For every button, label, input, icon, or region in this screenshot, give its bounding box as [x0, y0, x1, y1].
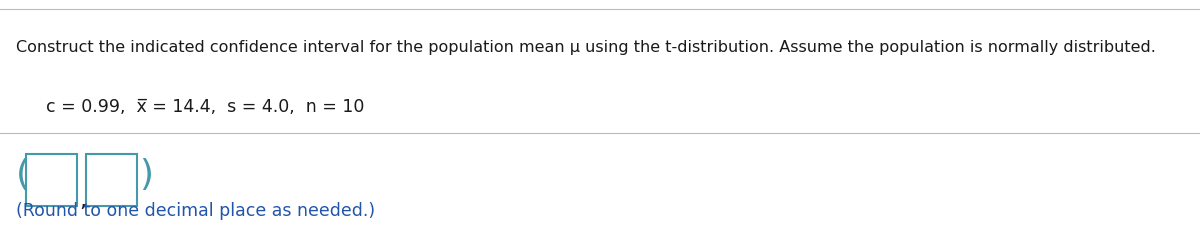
Text: ): ): [139, 158, 154, 192]
FancyBboxPatch shape: [26, 154, 77, 206]
Text: c = 0.99,  x̅ = 14.4,  s = 4.0,  n = 10: c = 0.99, x̅ = 14.4, s = 4.0, n = 10: [46, 98, 364, 116]
Text: Construct the indicated confidence interval for the population mean μ using the : Construct the indicated confidence inter…: [16, 40, 1156, 55]
Text: (: (: [16, 158, 30, 192]
Text: (Round to one decimal place as needed.): (Round to one decimal place as needed.): [16, 202, 374, 220]
FancyBboxPatch shape: [86, 154, 137, 206]
Text: ,: ,: [79, 191, 86, 211]
